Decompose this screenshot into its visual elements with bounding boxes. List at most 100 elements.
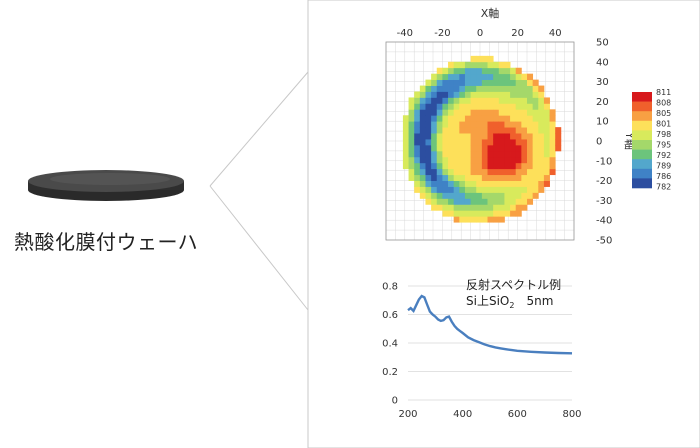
heatmap-cell: [476, 174, 483, 181]
heatmap-cell: [515, 210, 522, 217]
heatmap-cell: [431, 79, 438, 86]
heatmap-cell: [453, 210, 460, 217]
heatmap-cell: [527, 79, 534, 86]
heatmap-cell: [504, 139, 511, 146]
heatmap-cell: [549, 109, 556, 116]
heatmap-cell: [425, 198, 432, 205]
heatmap-cell: [543, 156, 550, 164]
heatmap-cell: [464, 127, 471, 134]
heatmap-cell: [521, 168, 528, 176]
heatmap-cell: [549, 168, 556, 176]
heatmap-cell: [448, 67, 455, 75]
heatmap-cell: [538, 150, 545, 158]
heatmap-cell: [487, 73, 494, 81]
heatmap-cell: [481, 174, 488, 181]
heatmap-cell: [487, 91, 494, 98]
heatmap-cell: [521, 204, 528, 211]
heatmap-cell: [442, 162, 449, 170]
heatmap-cell: [527, 73, 534, 81]
heatmap-cell: [543, 97, 550, 104]
heatmap-cell: [538, 168, 545, 176]
heatmap-cell: [431, 186, 438, 193]
heatmap-cell: [470, 180, 477, 187]
heatmap-cell: [442, 109, 449, 116]
spectrum-caption-line2: Si上SiO2 5nm: [466, 294, 553, 310]
heatmap-cell: [538, 103, 545, 110]
heatmap-cell: [510, 210, 517, 217]
heatmap-cell: [476, 168, 483, 176]
heatmap-cell: [476, 216, 483, 223]
heatmap-cell: [470, 186, 477, 193]
heatmap-cell: [521, 133, 528, 140]
heatmap-cell: [481, 168, 488, 176]
heatmap-cell: [493, 216, 500, 223]
heatmap-cell: [504, 144, 511, 152]
heatmap-cell: [538, 97, 545, 104]
heatmap-cell: [448, 97, 455, 104]
heatmap-cell: [448, 204, 455, 211]
heatmap-cell: [543, 168, 550, 176]
heatmap-cell: [498, 150, 505, 158]
heatmap-cell: [493, 73, 500, 81]
heatmap-cell: [532, 121, 539, 128]
heatmap-cell: [549, 162, 556, 170]
heatmap-cell: [527, 97, 534, 104]
heatmap-cell: [408, 156, 415, 164]
heatmap-cell: [414, 168, 421, 176]
heatmap-cell: [510, 204, 517, 211]
heatmap-cell: [414, 115, 421, 122]
heatmap-cell: [442, 168, 449, 176]
heatmap-cell: [414, 162, 421, 170]
heatmap-cell: [481, 156, 488, 164]
heatmap-y-tick-label: 50: [596, 38, 609, 49]
heatmap-cell: [402, 115, 409, 122]
heatmap-cell: [498, 139, 505, 146]
heatmap-cell: [442, 144, 449, 152]
heatmap-cell: [498, 73, 505, 81]
legend-level-label: 805: [656, 109, 671, 118]
heatmap-cell: [419, 186, 426, 193]
heatmap-cell: [498, 192, 505, 199]
heatmap-cell: [442, 139, 449, 146]
heatmap-cell: [476, 180, 483, 187]
heatmap-cell: [464, 180, 471, 187]
spectrum-series-line: [407, 294, 573, 355]
heatmap-cell: [487, 61, 494, 69]
heatmap-cell: [476, 91, 483, 98]
heatmap-cell: [442, 156, 449, 164]
heatmap-cell: [476, 162, 483, 170]
heatmap-cell: [453, 85, 460, 92]
heatmap-cell: [442, 186, 449, 193]
heatmap-cell: [487, 162, 494, 170]
heatmap-cell: [515, 192, 522, 199]
heatmap-cell: [470, 85, 477, 92]
heatmap-cell: [532, 133, 539, 140]
heatmap-cell: [504, 133, 511, 140]
heatmap-cell: [493, 186, 500, 193]
heatmap-cell: [453, 216, 460, 223]
heatmap-cell: [481, 73, 488, 81]
heatmap-cell: [504, 91, 511, 98]
heatmap-cell: [448, 162, 455, 170]
heatmap-cell: [408, 174, 415, 181]
heatmap-cell: [419, 97, 426, 104]
heatmap-cell: [470, 55, 477, 63]
heatmap-cell: [470, 150, 477, 158]
heatmap-cell: [527, 198, 534, 205]
heatmap-cell: [425, 150, 432, 158]
heatmap-cell: [448, 180, 455, 187]
heatmap-cell: [487, 103, 494, 110]
heatmap-cell: [448, 192, 455, 199]
heatmap-cell: [527, 186, 534, 193]
heatmap-cell: [436, 168, 443, 176]
heatmap-cell: [555, 139, 562, 146]
heatmap-cell: [487, 186, 494, 193]
heatmap-cell: [493, 139, 500, 146]
heatmap-cell: [453, 174, 460, 181]
legend-swatch: [632, 168, 652, 179]
heatmap-cell: [481, 216, 488, 223]
heatmap-cell: [532, 156, 539, 164]
legend-swatch: [632, 140, 652, 150]
heatmap-cell: [504, 198, 511, 205]
heatmap-cell: [470, 216, 477, 223]
